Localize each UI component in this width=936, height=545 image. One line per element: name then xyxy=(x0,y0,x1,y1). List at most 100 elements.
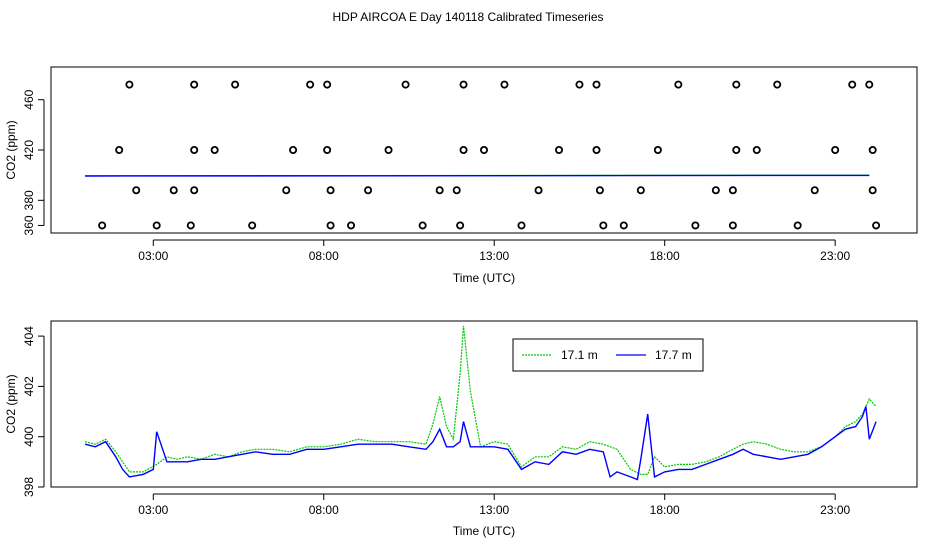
calibration-point xyxy=(595,186,604,195)
calibration-point xyxy=(190,145,199,154)
y-tick-label: 360 xyxy=(22,215,36,235)
calibration-point xyxy=(231,80,240,89)
x-tick-label: 23:00 xyxy=(820,249,850,263)
calibration-point xyxy=(500,80,509,89)
x-tick-label: 13:00 xyxy=(479,503,509,517)
calibration-point xyxy=(456,221,465,230)
calibration-point xyxy=(152,221,161,230)
calibration-point xyxy=(732,145,741,154)
calibration-point xyxy=(132,186,141,195)
x-tick-label: 23:00 xyxy=(820,503,850,517)
calibration-point xyxy=(728,186,737,195)
x-tick-label: 03:00 xyxy=(138,503,168,517)
x-tick-label: 13:00 xyxy=(479,249,509,263)
calibration-point xyxy=(865,80,874,89)
y-axis-label: CO2 (ppm) xyxy=(4,374,18,433)
calibration-point xyxy=(592,145,601,154)
calibration-point xyxy=(868,145,877,154)
calibration-point xyxy=(186,221,195,230)
y-tick-label: 380 xyxy=(22,190,36,210)
calibration-point xyxy=(599,221,608,230)
calibration-point xyxy=(732,80,741,89)
legend-label-17-7-m: 17.7 m xyxy=(655,348,692,362)
calibration-panel: 03:00 08:00 13:00 18:00 23:00 360 380 420 460 T… xyxy=(4,66,918,285)
calibration-point xyxy=(848,80,857,89)
calibration-point xyxy=(326,221,335,230)
y-tick-label: 460 xyxy=(22,89,36,109)
plot-frame xyxy=(50,66,918,234)
y-axis: 360 380 420 460 xyxy=(22,89,45,235)
y-axis: 398 400 402 404 xyxy=(22,326,45,497)
calibration-point xyxy=(459,145,468,154)
calibration-point xyxy=(306,80,315,89)
plot-frame xyxy=(50,320,918,488)
calibration-point xyxy=(326,186,335,195)
x-tick-label: 18:00 xyxy=(650,503,680,517)
calibration-point xyxy=(452,186,461,195)
calibration-point xyxy=(459,80,468,89)
calibration-point xyxy=(289,145,298,154)
calibration-point xyxy=(115,145,124,154)
x-axis-label: Time (UTC) xyxy=(453,271,515,285)
calibration-point xyxy=(691,221,700,230)
calibration-point xyxy=(517,221,526,230)
calibration-point xyxy=(711,186,720,195)
timeseries-panel: 03:00 08:00 13:00 18:00 23:00 398 400 402 404 T… xyxy=(4,320,918,538)
legend: 17.1 m 17.7 m xyxy=(512,338,704,372)
calibration-point xyxy=(592,80,601,89)
calibration-point xyxy=(98,221,107,230)
legend-label-17-1-m: 17.1 m xyxy=(561,348,598,362)
calibration-point xyxy=(401,80,410,89)
calibration-point xyxy=(125,80,134,89)
series-line-17-7-m xyxy=(84,406,877,481)
calibration-point xyxy=(752,145,761,154)
y-tick-label: 420 xyxy=(22,140,36,160)
calibration-point xyxy=(364,186,373,195)
calibration-point xyxy=(435,186,444,195)
calibration-point xyxy=(636,186,645,195)
y-tick-label: 400 xyxy=(22,426,36,446)
calibration-point xyxy=(323,145,332,154)
calibration-point xyxy=(190,186,199,195)
series-group xyxy=(84,325,877,481)
y-tick-label: 404 xyxy=(22,326,36,346)
calibration-point xyxy=(534,186,543,195)
calibration-points xyxy=(98,80,881,230)
calibration-point xyxy=(169,186,178,195)
calibration-point xyxy=(323,80,332,89)
calibration-point xyxy=(653,145,662,154)
calibration-point xyxy=(619,221,628,230)
calibration-point xyxy=(384,145,393,154)
y-tick-label: 398 xyxy=(22,477,36,497)
series-group xyxy=(85,174,870,177)
series-line-1 xyxy=(85,174,870,177)
x-axis: 03:00 08:00 13:00 18:00 23:00 xyxy=(138,239,851,263)
chart-title: HDP AIRCOA E Day 140118 Calibrated Times… xyxy=(332,10,603,24)
x-tick-label: 18:00 xyxy=(650,249,680,263)
series-line-17-1-m xyxy=(84,325,877,475)
calibration-point xyxy=(674,80,683,89)
x-tick-label: 08:00 xyxy=(309,249,339,263)
calibration-point xyxy=(868,186,877,195)
y-axis-label: CO2 (ppm) xyxy=(4,120,18,179)
calibration-point xyxy=(728,221,737,230)
calibration-point xyxy=(210,145,219,154)
calibration-point xyxy=(773,80,782,89)
calibration-point xyxy=(418,221,427,230)
y-tick-label: 402 xyxy=(22,376,36,396)
x-tick-label: 08:00 xyxy=(309,503,339,517)
calibration-point xyxy=(575,80,584,89)
calibration-point xyxy=(793,221,802,230)
calibration-point xyxy=(810,186,819,195)
calibration-point xyxy=(282,186,291,195)
calibration-point xyxy=(248,221,257,230)
calibration-point xyxy=(555,145,564,154)
calibration-point xyxy=(831,145,840,154)
calibration-point xyxy=(190,80,199,89)
x-tick-label: 03:00 xyxy=(138,249,168,263)
x-axis-label: Time (UTC) xyxy=(453,524,515,538)
calibration-point xyxy=(347,221,356,230)
x-axis: 03:00 08:00 13:00 18:00 23:00 xyxy=(138,493,851,517)
calibration-point xyxy=(872,221,881,230)
